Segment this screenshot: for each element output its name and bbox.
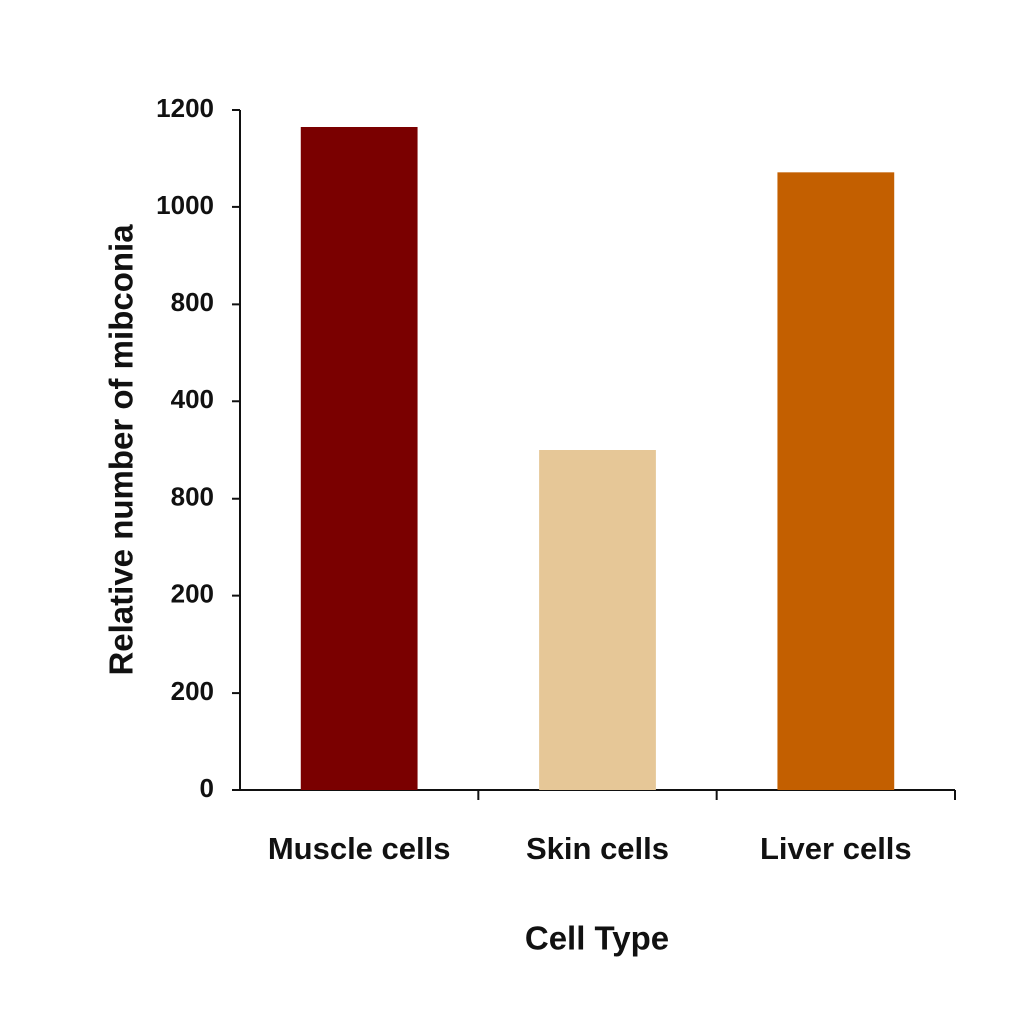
y-tick-label: 400 — [171, 384, 214, 414]
bar — [539, 450, 656, 790]
bar — [300, 127, 418, 790]
y-tick-label: 800 — [171, 482, 214, 512]
y-tick-label: 200 — [171, 676, 214, 706]
y-tick-label: 1000 — [156, 190, 214, 220]
y-tick-label: 1200 — [156, 93, 214, 123]
x-axis-label: Cell Type — [525, 920, 669, 957]
y-tick-label: 0 — [200, 773, 214, 803]
x-tick-label: Muscle cells — [268, 831, 451, 866]
y-axis-label: Relative number of mibconia — [103, 224, 140, 676]
x-tick-label: Skin cells — [526, 831, 669, 866]
y-tick-label: 800 — [171, 287, 214, 317]
x-tick-label: Liver cells — [760, 831, 912, 866]
bar — [777, 172, 895, 791]
y-tick-label: 200 — [171, 579, 214, 609]
